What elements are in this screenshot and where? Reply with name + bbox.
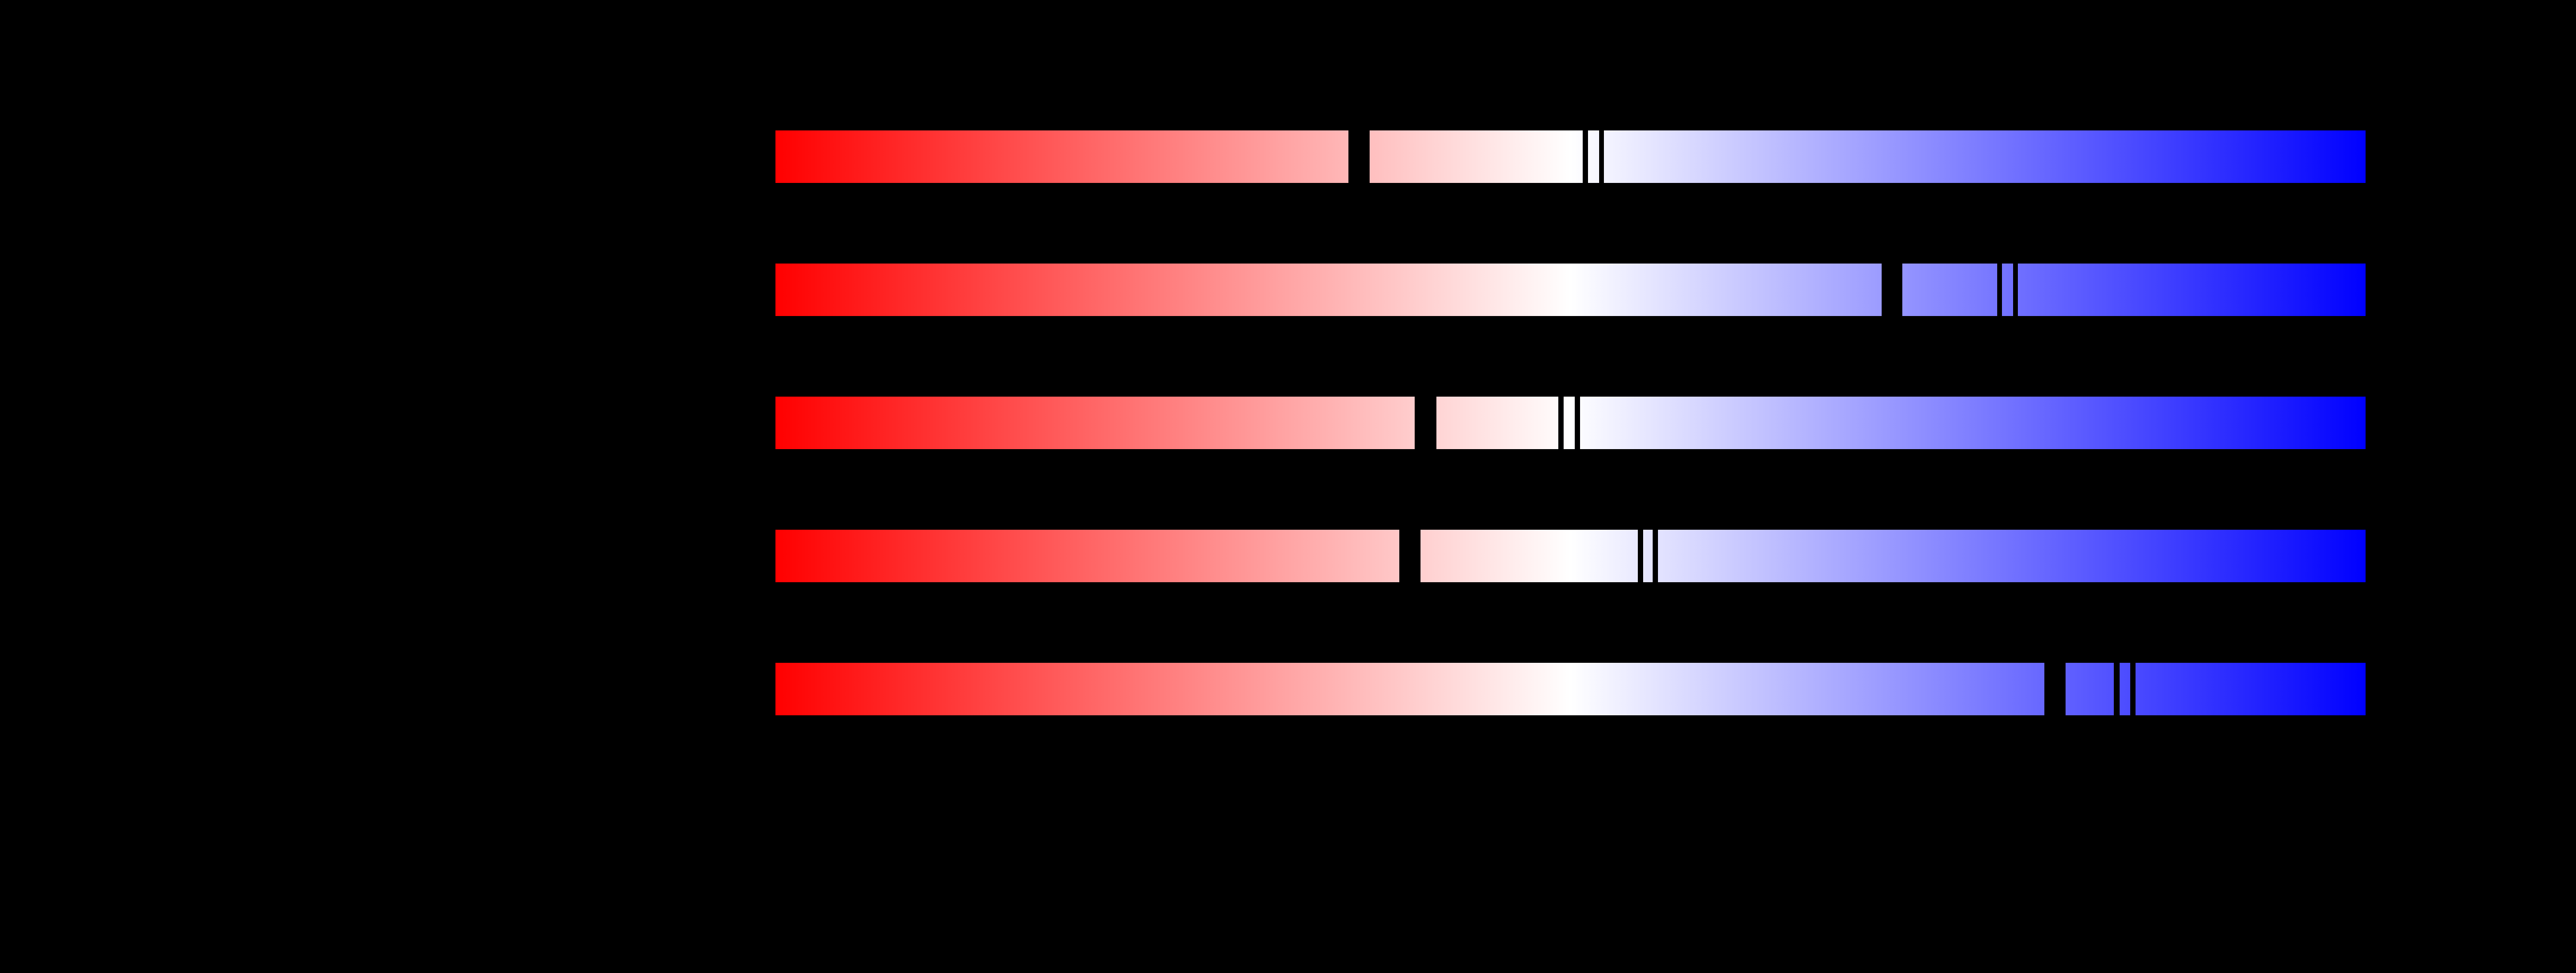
thin-gap-marker: [2130, 663, 2136, 715]
wide-gap-marker: [2044, 663, 2066, 715]
wide-gap-marker: [1882, 264, 1902, 316]
thin-gap-marker: [2013, 264, 2018, 316]
thin-gap-marker: [1575, 397, 1580, 449]
thin-gap-marker: [1997, 264, 2002, 316]
gradient-track-3: [775, 397, 2366, 449]
thin-gap-marker: [2114, 663, 2120, 715]
thin-gap-marker: [1583, 130, 1588, 183]
wide-gap-marker: [1348, 130, 1370, 183]
thin-gap-marker: [1599, 130, 1604, 183]
wide-gap-marker: [1415, 397, 1436, 449]
thin-gap-marker: [1638, 530, 1643, 582]
thin-gap-marker: [1653, 530, 1658, 582]
wide-gap-marker: [1399, 530, 1421, 582]
gradient-track-4: [775, 530, 2366, 582]
thin-gap-marker: [1558, 397, 1564, 449]
gradient-track-2: [775, 264, 2366, 316]
gradient-track-1: [775, 130, 2366, 183]
gradient-track-5: [775, 663, 2366, 715]
